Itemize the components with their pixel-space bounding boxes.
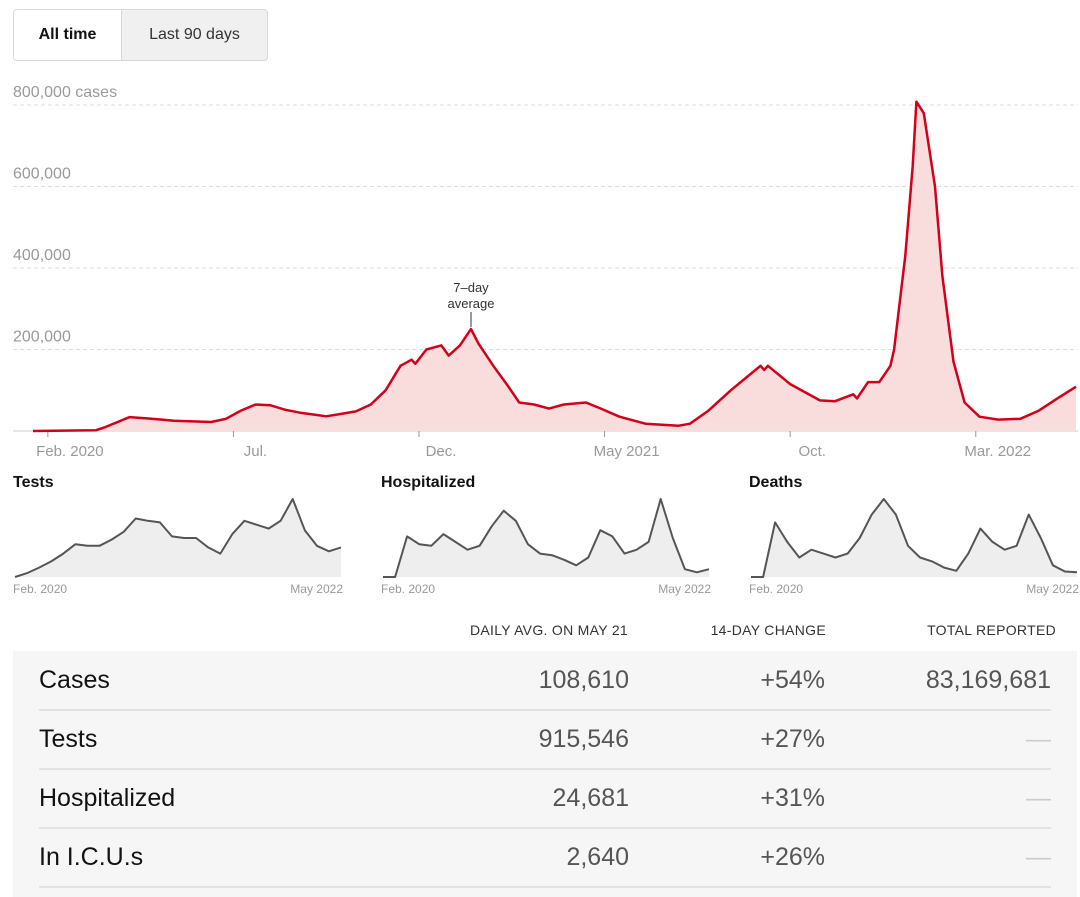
y-tick-label: 400,000 <box>13 247 71 264</box>
cases-area <box>33 101 1076 431</box>
sparkline <box>14 498 342 578</box>
change: +27% <box>760 725 825 753</box>
row-name: Hospitalized <box>39 784 176 812</box>
total: — <box>1026 843 1051 871</box>
daily-avg: 2,640 <box>566 843 629 871</box>
stats-table: Cases 108,610 +54% 83,169,681 Tests 915,… <box>13 651 1077 897</box>
end-label: May 2022 <box>290 582 343 596</box>
total: 83,169,681 <box>925 666 1051 694</box>
annotation-label: 7–day <box>453 280 489 295</box>
time-range-toggle: All time Last 90 days <box>13 9 268 61</box>
x-tick-label: May 2021 <box>594 443 660 460</box>
deaths-chart: Deaths Feb. 2020 May 2022 <box>749 474 1079 604</box>
change: +26% <box>760 843 825 871</box>
sparkline-area <box>383 499 709 577</box>
row-name: Tests <box>39 725 98 753</box>
chart-title: Tests <box>13 474 54 491</box>
sparkline-line <box>14 498 342 578</box>
table-row-icu: In I.C.U.s 2,640 +26% — <box>39 828 1051 888</box>
sparkline <box>751 498 1078 578</box>
start-label: Feb. 2020 <box>13 582 68 596</box>
table-row-tests: Tests 915,546 +27% — <box>39 710 1051 770</box>
all-time-button[interactable]: All time <box>14 10 121 60</box>
chart-title: Deaths <box>749 474 803 491</box>
x-tick-label: Jul. <box>244 443 267 460</box>
total: — <box>1026 725 1051 753</box>
x-tick-label: Oct. <box>798 443 826 460</box>
y-tick-label: 200,000 <box>13 329 71 346</box>
row-name: Cases <box>39 666 110 694</box>
header-14-day-change: 14-DAY CHANGE <box>710 622 826 638</box>
total: — <box>1026 784 1051 812</box>
start-label: Feb. 2020 <box>749 582 804 596</box>
x-tick-label: Feb. 2020 <box>36 443 104 460</box>
sparkline <box>383 498 710 578</box>
sparkline-area <box>751 499 1077 577</box>
change: +31% <box>760 784 825 812</box>
last-90-days-button[interactable]: Last 90 days <box>121 10 267 60</box>
daily-avg: 24,681 <box>552 784 629 812</box>
row-name: In I.C.U.s <box>39 843 144 871</box>
tests-chart: Tests Feb. 2020 May 2022 <box>13 474 343 604</box>
header-total-reported: TOTAL REPORTED <box>927 622 1056 638</box>
cases-line <box>32 100 1077 433</box>
header-daily-avg: DAILY AVG. ON MAY 21 <box>470 622 628 638</box>
x-tick-label: Dec. <box>426 443 457 460</box>
cases-chart: 200,000 400,000 600,000 800,000 cases Feb. 2… <box>13 84 1078 460</box>
annotation-label: average <box>447 296 494 311</box>
daily-avg: 108,610 <box>538 666 629 694</box>
y-tick-label: 800,000 cases <box>13 84 117 101</box>
daily-avg: 915,546 <box>538 725 629 753</box>
sparkline-line <box>751 498 1078 578</box>
x-tick-label: Mar. 2022 <box>964 443 1031 460</box>
sparkline-line <box>383 498 710 578</box>
table-row-hospitalized: Hospitalized 24,681 +31% — <box>39 769 1051 829</box>
table-row-cases: Cases 108,610 +54% 83,169,681 <box>39 651 1051 711</box>
start-label: Feb. 2020 <box>381 582 436 596</box>
end-label: May 2022 <box>658 582 711 596</box>
end-label: May 2022 <box>1026 582 1079 596</box>
change: +54% <box>760 666 825 694</box>
chart-title: Hospitalized <box>381 474 476 491</box>
y-tick-label: 600,000 <box>13 166 71 183</box>
hospitalized-chart: Hospitalized Feb. 2020 May 2022 <box>381 474 711 604</box>
